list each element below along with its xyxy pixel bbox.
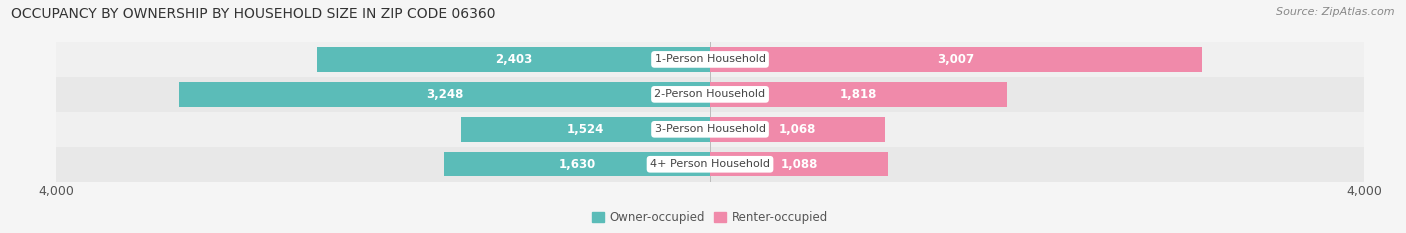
Bar xyxy=(56,42,1364,77)
Bar xyxy=(710,117,884,142)
Bar xyxy=(56,147,1364,182)
Text: 1,524: 1,524 xyxy=(567,123,605,136)
Text: 1,088: 1,088 xyxy=(780,158,818,171)
Text: 2,403: 2,403 xyxy=(495,53,533,66)
Bar xyxy=(461,117,710,142)
Legend: Owner-occupied, Renter-occupied: Owner-occupied, Renter-occupied xyxy=(586,206,834,229)
Text: 1,630: 1,630 xyxy=(558,158,596,171)
Text: Source: ZipAtlas.com: Source: ZipAtlas.com xyxy=(1277,7,1395,17)
Text: 1,818: 1,818 xyxy=(839,88,877,101)
Bar xyxy=(56,112,1364,147)
Text: 3,248: 3,248 xyxy=(426,88,464,101)
Bar xyxy=(444,152,710,177)
Text: 4+ Person Household: 4+ Person Household xyxy=(650,159,770,169)
Bar xyxy=(710,82,1007,107)
Text: 2-Person Household: 2-Person Household xyxy=(654,89,766,99)
Text: 1-Person Household: 1-Person Household xyxy=(655,55,765,64)
Text: 1,068: 1,068 xyxy=(779,123,815,136)
Text: OCCUPANCY BY OWNERSHIP BY HOUSEHOLD SIZE IN ZIP CODE 06360: OCCUPANCY BY OWNERSHIP BY HOUSEHOLD SIZE… xyxy=(11,7,496,21)
Bar xyxy=(56,77,1364,112)
Bar xyxy=(179,82,710,107)
Bar xyxy=(318,47,710,72)
Bar xyxy=(710,47,1202,72)
Text: 3-Person Household: 3-Person Household xyxy=(655,124,765,134)
Bar xyxy=(710,152,887,177)
Text: 3,007: 3,007 xyxy=(938,53,974,66)
